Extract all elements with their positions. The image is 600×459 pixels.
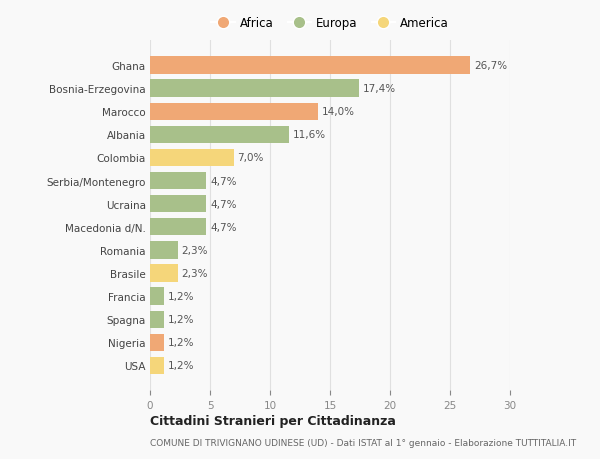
Text: 11,6%: 11,6% (293, 130, 326, 140)
Text: 1,2%: 1,2% (168, 291, 194, 302)
Text: 2,3%: 2,3% (181, 269, 208, 278)
Text: 2,3%: 2,3% (181, 246, 208, 255)
Bar (150, 357, 164, 374)
Text: 1,2%: 1,2% (168, 337, 194, 347)
Text: 7,0%: 7,0% (238, 153, 264, 163)
Bar (150, 265, 178, 282)
Legend: Africa, Europa, America: Africa, Europa, America (206, 12, 454, 35)
Bar (150, 103, 318, 121)
Bar (150, 311, 164, 328)
Text: 1,2%: 1,2% (168, 314, 194, 325)
Text: 1,2%: 1,2% (168, 361, 194, 370)
Bar (150, 173, 206, 190)
Text: 4,7%: 4,7% (210, 222, 236, 232)
Bar (150, 242, 178, 259)
Bar (150, 126, 289, 144)
Bar (150, 57, 470, 74)
Text: 4,7%: 4,7% (210, 176, 236, 186)
Bar (150, 288, 164, 305)
Bar (150, 196, 206, 213)
Bar (150, 150, 234, 167)
Text: 4,7%: 4,7% (210, 199, 236, 209)
Text: COMUNE DI TRIVIGNANO UDINESE (UD) - Dati ISTAT al 1° gennaio - Elaborazione TUTT: COMUNE DI TRIVIGNANO UDINESE (UD) - Dati… (150, 438, 576, 447)
Bar (150, 334, 164, 351)
Text: 14,0%: 14,0% (322, 107, 355, 117)
Text: Cittadini Stranieri per Cittadinanza: Cittadini Stranieri per Cittadinanza (150, 414, 396, 428)
Text: 17,4%: 17,4% (362, 84, 395, 94)
Text: 26,7%: 26,7% (474, 61, 507, 71)
Bar (150, 80, 359, 97)
Bar (150, 218, 206, 236)
